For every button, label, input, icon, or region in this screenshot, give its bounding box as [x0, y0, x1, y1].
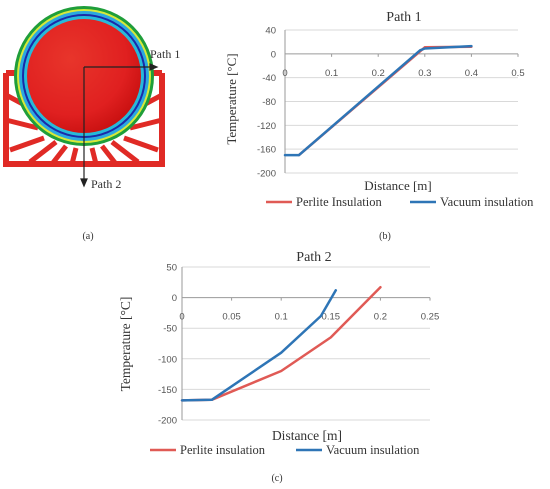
chart-2-series	[180, 285, 382, 402]
y-tick-label: -40	[262, 73, 276, 84]
chart-2-axes	[181, 267, 431, 420]
x-tick-label: 0.1	[325, 68, 338, 79]
y-tick-label: -200	[158, 416, 177, 427]
x-tick-label: 0	[282, 68, 287, 79]
series-line-perlite	[297, 45, 473, 157]
chart-1-series	[283, 44, 473, 157]
chart-2-xlabel: Distance [m]	[272, 428, 342, 443]
x-tick-label: 0.2	[372, 68, 385, 79]
x-tick-label: 0.3	[418, 68, 431, 79]
chart-1-xlabel: Distance [m]	[364, 178, 432, 193]
y-tick-label: -200	[257, 169, 276, 180]
chart-1-legend: Perlite Insulation Vacuum insulation	[266, 195, 534, 209]
caption-a: (a)	[82, 231, 93, 242]
legend-2-vacuum-label: Vacuum insulation	[326, 443, 420, 457]
x-tick-label: 0.25	[421, 312, 440, 323]
y-tick-label: -100	[158, 354, 177, 365]
chart-2-title: Path 2	[296, 250, 331, 265]
legend-2-perlite-label: Perlite insulation	[180, 443, 266, 457]
y-tick-label: 0	[172, 293, 177, 304]
x-tick-label: 0.05	[222, 312, 241, 323]
chart-path-1: Path 1 400-40-80-120-160-200 0 0.1 0.2 0.3 0…	[224, 10, 534, 209]
y-tick-label: -50	[163, 324, 177, 335]
x-tick-label: 0.5	[511, 68, 524, 79]
thermal-model-image: Path 1 Path 2	[3, 6, 180, 191]
y-tick-label: -120	[257, 121, 276, 132]
y-tick-label: 0	[271, 49, 276, 60]
series-line-vacuum	[283, 44, 473, 157]
chart-1-gridlines	[285, 29, 518, 174]
chart-2-ylabel: Temperature [°C]	[118, 297, 133, 392]
legend-1-vacuum-label: Vacuum insulation	[440, 195, 534, 209]
chart-2-legend: Perlite insulation Vacuum insulation	[150, 443, 420, 457]
chart-1-axes	[284, 30, 519, 173]
caption-c: (c)	[271, 473, 282, 484]
chart-1-ylabel: Temperature [°C]	[224, 53, 239, 144]
x-tick-label: 0.1	[275, 312, 288, 323]
series-line-vacuum	[180, 289, 338, 402]
x-tick-label: 0.15	[322, 312, 341, 323]
y-tick-label: -150	[158, 385, 177, 396]
path-1-label: Path 1	[150, 47, 180, 61]
x-tick-label: 0.4	[465, 68, 478, 79]
chart-path-2: Path 2 500-50-100-150-200 0 0.05 0.1 0.15 0.…	[118, 250, 439, 457]
y-tick-label: -80	[262, 97, 276, 108]
path-arrows	[80, 63, 159, 188]
chart-2-x-ticks: 0 0.05 0.1 0.15 0.2 0.25	[179, 312, 439, 323]
chart-2-y-ticks: 50 0 -50 -100 -150 -200	[158, 263, 177, 427]
x-tick-label: 0	[179, 312, 184, 323]
chart-1-x-ticks: 0 0.1 0.2 0.3 0.4 0.5	[282, 68, 524, 79]
caption-b: (b)	[379, 231, 391, 242]
series-line-perlite	[180, 285, 382, 402]
y-tick-label: 40	[265, 26, 276, 37]
x-tick-label: 0.2	[374, 312, 387, 323]
saddle-ribs	[4, 92, 164, 166]
y-tick-label: 50	[166, 263, 177, 274]
chart-1-y-ticks: 40 0 -40 -80 -120 -160 -200	[257, 26, 276, 180]
legend-1-perlite-label: Perlite Insulation	[296, 195, 382, 209]
path-2-label: Path 2	[91, 177, 121, 191]
chart-1-title: Path 1	[386, 10, 421, 25]
y-tick-label: -160	[257, 145, 276, 156]
